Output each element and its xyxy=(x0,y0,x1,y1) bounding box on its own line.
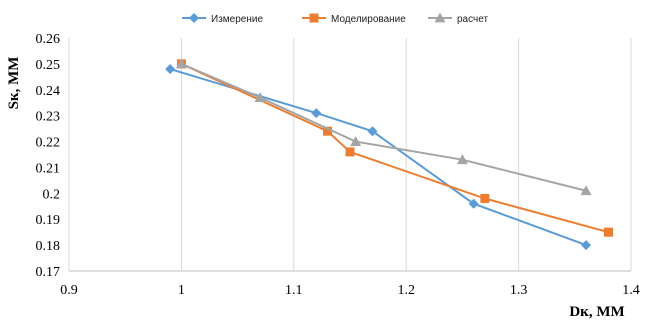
data-point xyxy=(175,58,187,69)
y-tick-label: 0.21 xyxy=(36,161,61,176)
x-tick-label: 1.4 xyxy=(622,283,640,298)
x-tick-label: 1.1 xyxy=(285,283,303,298)
y-tick-label: 0.19 xyxy=(36,213,61,228)
x-axis-title: Dк, ММ xyxy=(569,304,624,320)
x-tick-label: 0.9 xyxy=(60,283,78,298)
grid-layer xyxy=(68,38,632,271)
data-point xyxy=(350,136,362,146)
data-point xyxy=(254,92,266,102)
x-tick-label: 1.3 xyxy=(510,283,528,298)
series-line xyxy=(181,62,587,192)
legend-label: Измерение xyxy=(211,14,263,25)
series-layer xyxy=(165,58,614,251)
axis-layer: 0.9 1 1.1 1.2 1.3 1.4 0.17 0.18 0.19 0.2 0.21 0.22 0… xyxy=(36,32,640,298)
y-tick-label: 0.23 xyxy=(36,110,61,125)
y-tick-label: 0.22 xyxy=(36,136,61,151)
data-point xyxy=(165,64,176,75)
series-line xyxy=(169,68,587,247)
y-tick-label: 0.24 xyxy=(36,84,61,99)
data-point xyxy=(367,126,378,137)
y-tick-label: 0.2 xyxy=(43,187,61,202)
data-point xyxy=(581,240,592,251)
legend-marker xyxy=(434,12,446,23)
legend-marker xyxy=(189,13,199,23)
data-point xyxy=(604,227,614,237)
legend-label: расчет xyxy=(457,14,488,25)
y-axis-title: Sк, ММ xyxy=(6,57,22,110)
y-tick-label: 0.26 xyxy=(36,32,61,47)
x-tick-label: 1.2 xyxy=(397,283,415,298)
data-point xyxy=(323,126,333,136)
x-tick-label: 1 xyxy=(178,283,185,298)
data-point xyxy=(345,147,355,157)
data-point xyxy=(468,198,479,209)
legend-marker xyxy=(309,13,319,23)
data-point xyxy=(311,108,322,119)
legend-label: Моделирование xyxy=(331,14,406,25)
data-point xyxy=(456,154,468,165)
y-tick-label: 0.18 xyxy=(36,239,61,254)
y-tick-label: 0.25 xyxy=(36,58,61,73)
legend: Измерение Моделирование расчет xyxy=(182,12,488,25)
data-point xyxy=(580,185,592,196)
y-tick-label: 0.17 xyxy=(36,265,61,280)
data-point xyxy=(480,194,490,204)
